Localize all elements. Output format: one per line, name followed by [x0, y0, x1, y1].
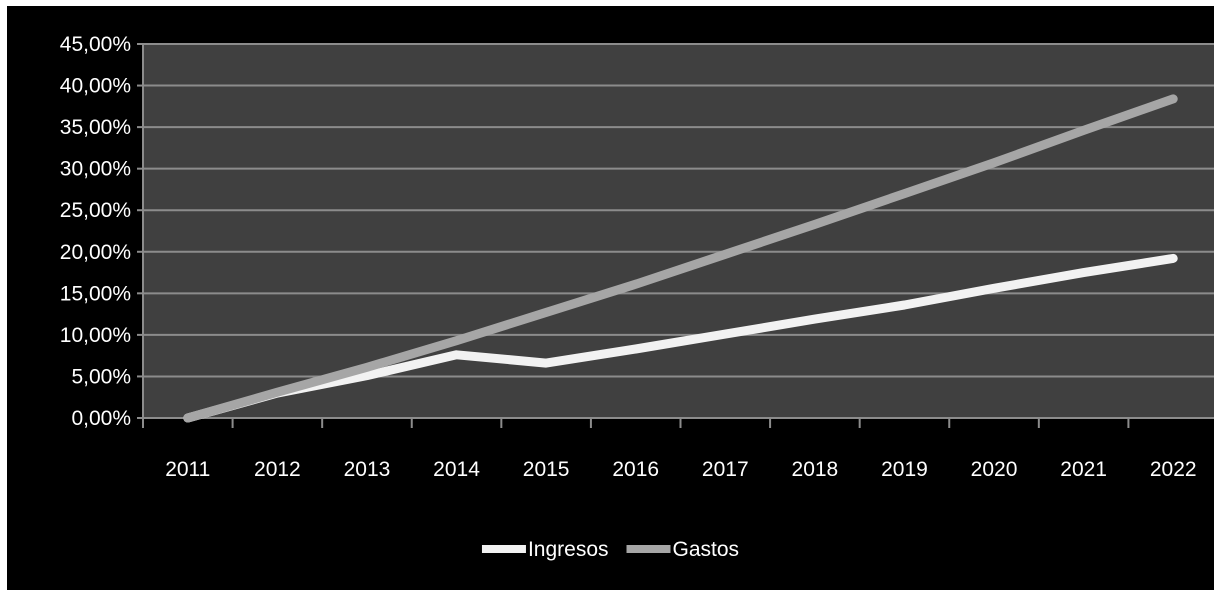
- x-tick-label: 2016: [612, 458, 659, 481]
- line-chart: 0,00% 5,00% 10,00% 15,00% 20,00% 25,00% 30,00%…: [60, 33, 1214, 561]
- y-tick-label: 5,00%: [71, 365, 131, 388]
- series-lines: [183, 94, 1178, 423]
- x-tick-label: 2013: [344, 458, 391, 481]
- plot-area: [143, 44, 1214, 418]
- x-tick-label: 2018: [792, 458, 839, 481]
- x-tick-label: 2022: [1150, 458, 1197, 481]
- y-tick-label: 25,00%: [60, 199, 131, 222]
- x-tick-label: 2021: [1060, 458, 1107, 481]
- y-tick-label: 15,00%: [60, 282, 131, 305]
- axes: [137, 43, 1214, 428]
- x-tick-label: 2014: [433, 458, 480, 481]
- x-tick-label: 2019: [881, 458, 928, 481]
- y-tick-label: 10,00%: [60, 324, 131, 347]
- x-tick-label: 2012: [254, 458, 301, 481]
- series-line-gastos: [183, 94, 1178, 423]
- y-tick-label: 45,00%: [60, 33, 131, 56]
- y-tick-label: 40,00%: [60, 75, 131, 98]
- x-axis-tick-labels: 2011 2012 2013 2014 2015 2016 2017 2018 2019 2020…: [165, 458, 1196, 481]
- legend-label-ingresos: Ingresos: [528, 538, 609, 561]
- x-tick-label: 2020: [971, 458, 1018, 481]
- series-line-ingresos: [183, 253, 1178, 423]
- y-tick-label: 20,00%: [60, 241, 131, 264]
- y-tick-label: 35,00%: [60, 116, 131, 139]
- chart-container: 0,00% 5,00% 10,00% 15,00% 20,00% 25,00% 30,00%…: [7, 6, 1214, 590]
- legend-label-gastos: Gastos: [673, 538, 740, 561]
- legend: Ingresos Gastos: [481, 538, 740, 561]
- y-axis-tick-labels: 0,00% 5,00% 10,00% 15,00% 20,00% 25,00% 30,00%…: [60, 33, 131, 430]
- x-tick-label: 2015: [523, 458, 570, 481]
- y-tick-label: 30,00%: [60, 158, 131, 181]
- y-tick-label: 0,00%: [71, 407, 131, 430]
- x-tick-label: 2011: [165, 458, 210, 481]
- gridlines: [143, 43, 1214, 378]
- x-tick-label: 2017: [702, 458, 749, 481]
